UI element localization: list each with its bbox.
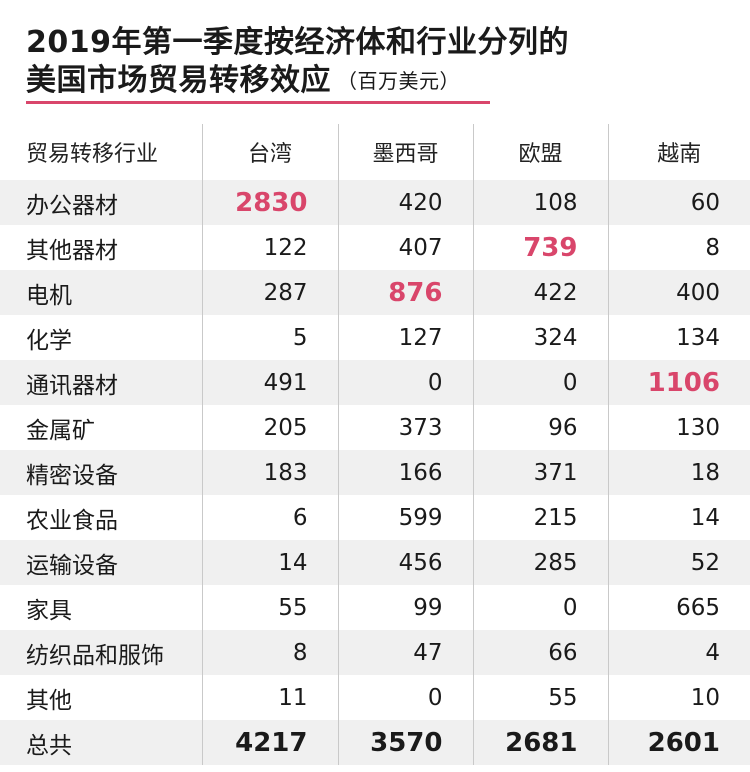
value-cell: 0 [472,585,608,630]
table-row: 化学 5 127 324 134 [0,315,750,360]
value-cell: 324 [472,315,608,360]
value-cell: 14 [201,540,338,585]
value-cell: 99 [337,585,473,630]
table-row: 家具 55 99 0 665 [0,585,750,630]
header-row: 贸易转移行业 台湾 墨西哥 欧盟 越南 [0,124,750,180]
trade-diversion-table: 贸易转移行业 台湾 墨西哥 欧盟 越南 办公器材 2830 420 108 60 其他器材… [0,124,750,765]
value-cell: 166 [337,450,473,495]
value-cell: 47 [337,630,473,675]
column-header: 欧盟 [472,124,608,180]
value-cell: 422 [472,270,608,315]
title-line-2: 美国市场贸易转移效应 （百万美元） [26,62,726,100]
column-header: 墨西哥 [337,124,473,180]
value-cell: 10 [607,675,750,720]
value-cell: 285 [472,540,608,585]
value-cell: 2830 [201,180,338,225]
value-cell: 665 [607,585,750,630]
value-cell: 371 [472,450,608,495]
column-header: 越南 [607,124,750,180]
table-row: 精密设备 183 166 371 18 [0,450,750,495]
table-row: 金属矿 205 373 96 130 [0,405,750,450]
value-cell: 122 [201,225,338,270]
table-body: 办公器材 2830 420 108 60 其他器材 122 407 739 8 电机 287 876 42… [0,180,750,765]
sector-label: 办公器材 [0,180,202,225]
value-cell: 8 [201,630,338,675]
sector-label: 其他 [26,687,72,714]
total-label: 总共 [0,720,202,765]
sector-label: 金属矿 [26,417,95,444]
value-cell: 373 [337,405,473,450]
value-cell: 599 [337,495,473,540]
value-cell: 66 [472,630,608,675]
sector-label: 化学 [26,327,72,354]
value-cell: 108 [472,180,608,225]
title-line-2-text: 美国市场贸易转移效应 [26,63,331,98]
value-cell: 18 [607,450,750,495]
table-row: 农业食品 6 599 215 14 [0,495,750,540]
value-cell: 4 [607,630,750,675]
total-value-cell: 3570 [337,720,473,765]
value-cell: 0 [337,360,473,405]
value-cell: 130 [607,405,750,450]
value-cell: 5 [201,315,338,360]
value-cell: 55 [201,585,338,630]
total-value-cell: 2601 [607,720,750,765]
value-cell: 876 [337,270,473,315]
value-cell: 0 [472,360,608,405]
table-row: 通讯器材 491 0 0 1106 [0,360,750,405]
value-cell: 14 [607,495,750,540]
table-row: 电机 287 876 422 400 [0,270,750,315]
total-value-cell: 4217 [201,720,338,765]
total-row: 总共 4217 3570 2681 2601 [0,720,750,765]
value-cell: 183 [201,450,338,495]
sector-label: 农业食品 [26,507,118,534]
value-cell: 60 [607,180,750,225]
value-cell: 55 [472,675,608,720]
table-row: 办公器材 2830 420 108 60 [0,180,750,225]
value-cell: 6 [201,495,338,540]
value-cell: 205 [201,405,338,450]
value-cell: 400 [607,270,750,315]
value-cell: 407 [337,225,473,270]
table-row: 其他器材 122 407 739 8 [0,225,750,270]
column-header: 台湾 [201,124,338,180]
total-value-cell: 2681 [472,720,608,765]
value-cell: 420 [337,180,473,225]
value-cell: 215 [472,495,608,540]
sector-label: 精密设备 [0,450,202,495]
value-cell: 1106 [607,360,750,405]
value-cell: 52 [607,540,750,585]
value-cell: 0 [337,675,473,720]
chart-title: 2019年第一季度按经济体和行业分列的 美国市场贸易转移效应 （百万美元） [26,24,726,100]
table-row: 运输设备 14 456 285 52 [0,540,750,585]
sector-label: 电机 [0,270,202,315]
table-row: 其他 11 0 55 10 [0,675,750,720]
sector-label: 其他器材 [26,237,118,264]
title-underline [26,101,490,104]
value-cell: 8 [607,225,750,270]
value-cell: 287 [201,270,338,315]
sector-label: 通讯器材 [0,360,202,405]
title-unit: （百万美元） [337,69,460,93]
value-cell: 739 [472,225,608,270]
column-header: 贸易转移行业 [26,142,159,167]
title-line-1: 2019年第一季度按经济体和行业分列的 [26,25,569,60]
value-cell: 134 [607,315,750,360]
sector-label: 家具 [26,597,72,624]
value-cell: 127 [337,315,473,360]
value-cell: 96 [472,405,608,450]
value-cell: 491 [201,360,338,405]
value-cell: 11 [201,675,338,720]
value-cell: 456 [337,540,473,585]
sector-label: 纺织品和服饰 [0,630,202,675]
table-row: 纺织品和服饰 8 47 66 4 [0,630,750,675]
sector-label: 运输设备 [0,540,202,585]
